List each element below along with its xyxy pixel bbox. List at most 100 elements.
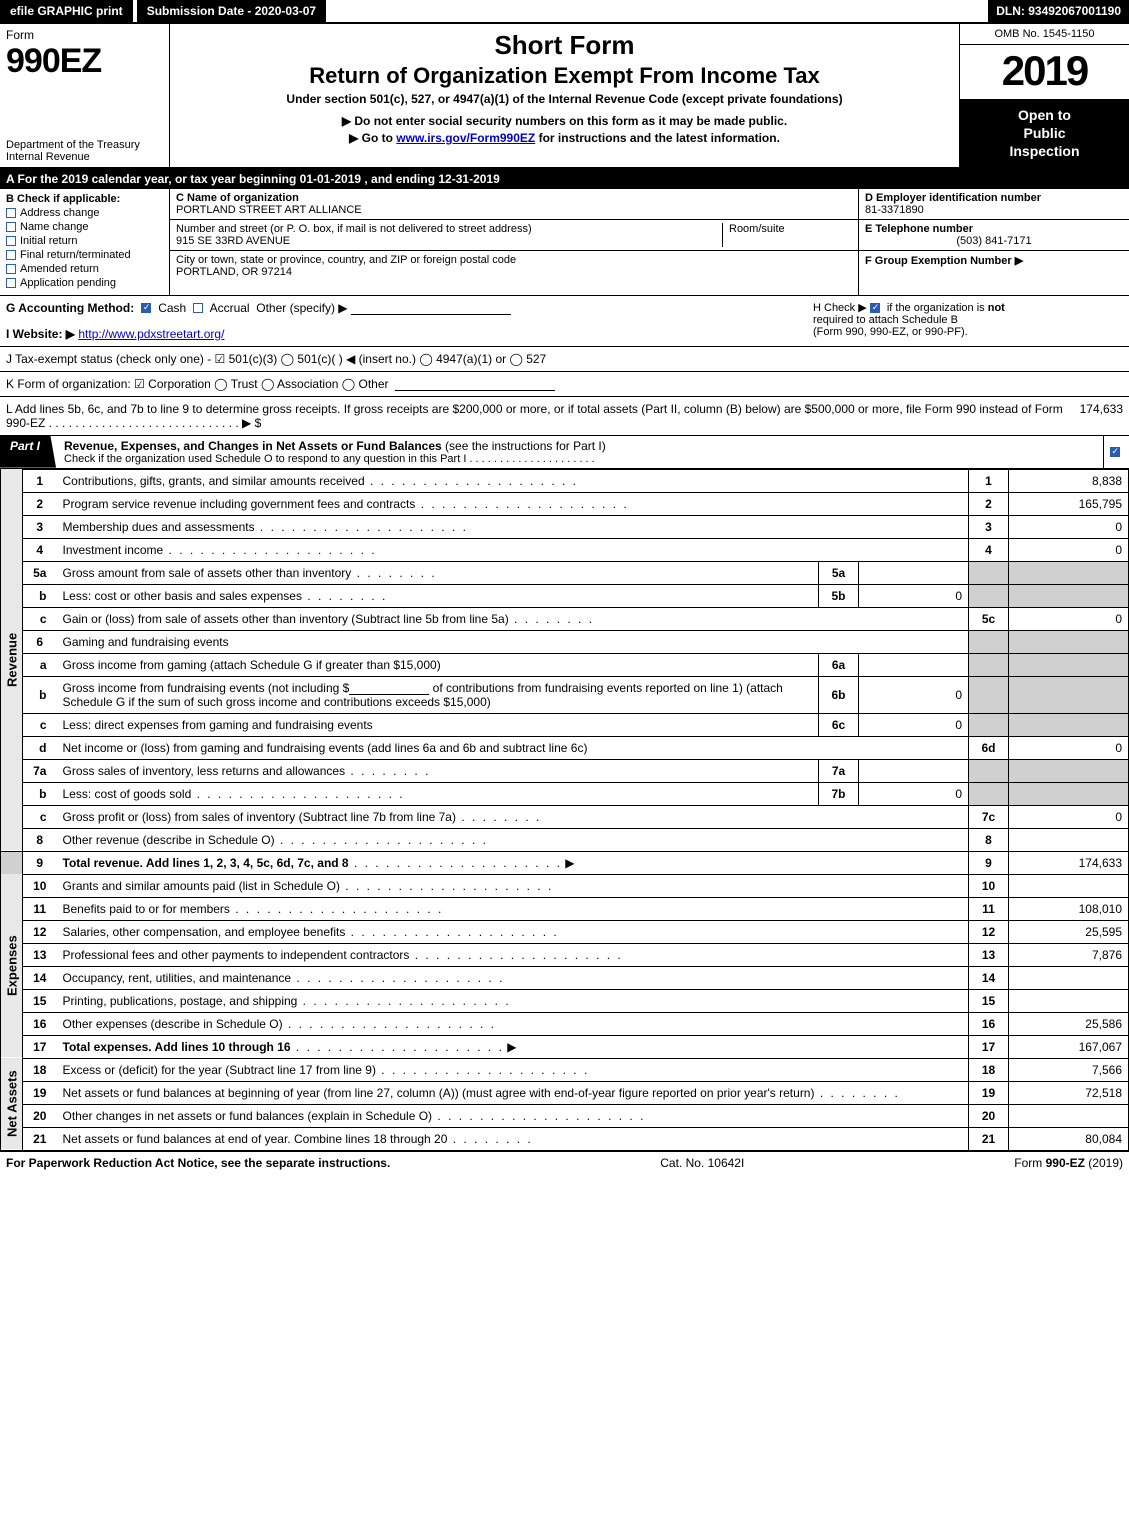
chk-cash[interactable]: [141, 303, 151, 313]
row-l-gross-receipts: L Add lines 5b, 6c, and 7b to line 9 to …: [0, 397, 1129, 436]
open-to-public: Open to Public Inspection: [960, 100, 1129, 167]
box-b: B Check if applicable: Address change Na…: [0, 189, 170, 295]
phone-value: (503) 841-7171: [865, 235, 1123, 247]
line-14: 14 Occupancy, rent, utilities, and maint…: [1, 966, 1129, 989]
dln-label: DLN: 93492067001190: [988, 0, 1129, 22]
line-6b-amount-input[interactable]: [349, 681, 429, 695]
line-8: 8 Other revenue (describe in Schedule O)…: [1, 828, 1129, 851]
line-13: 13 Professional fees and other payments …: [1, 943, 1129, 966]
room-suite-label: Room/suite: [722, 223, 852, 247]
line-9: 9 Total revenue. Add lines 1, 2, 3, 4, 5…: [1, 851, 1129, 874]
row-l-text: L Add lines 5b, 6c, and 7b to line 9 to …: [6, 402, 1074, 430]
chk-name-change[interactable]: Name change: [6, 221, 163, 233]
line-12: 12 Salaries, other compensation, and emp…: [1, 920, 1129, 943]
subtitle-3: ▶ Go to www.irs.gov/Form990EZ for instru…: [178, 131, 951, 145]
part-1-tab: Part I: [0, 436, 56, 468]
line-7c: c Gross profit or (loss) from sales of i…: [1, 805, 1129, 828]
line-6c: c Less: direct expenses from gaming and …: [1, 713, 1129, 736]
chk-schedule-b[interactable]: [870, 303, 880, 313]
other-method-input[interactable]: [351, 301, 511, 315]
row-g-label: G Accounting Method:: [6, 301, 134, 315]
line-5c: c Gain or (loss) from sale of assets oth…: [1, 607, 1129, 630]
line-5b: b Less: cost or other basis and sales ex…: [1, 584, 1129, 607]
org-addr-label: Number and street (or P. O. box, if mail…: [176, 223, 722, 235]
footer-right: Form 990-EZ (2019): [1014, 1156, 1123, 1170]
org-city-value: PORTLAND, OR 97214: [176, 266, 852, 278]
phone-label: E Telephone number: [865, 223, 1123, 235]
otp-2: Public: [964, 124, 1125, 142]
chk-accrual[interactable]: [193, 303, 203, 313]
line-6b: b Gross income from fundraising events (…: [1, 676, 1129, 713]
form-number: 990EZ: [6, 42, 163, 81]
omb-number: OMB No. 1545-1150: [960, 24, 1129, 45]
subtitle-1: Under section 501(c), 527, or 4947(a)(1)…: [178, 92, 951, 106]
department-label: Department of the Treasury Internal Reve…: [6, 139, 163, 163]
box-c: C Name of organization PORTLAND STREET A…: [170, 189, 859, 295]
line-11: 11 Benefits paid to or for members 11 10…: [1, 897, 1129, 920]
footer-mid: Cat. No. 10642I: [660, 1156, 744, 1170]
part-1-header: Part I Revenue, Expenses, and Changes in…: [0, 436, 1129, 469]
tax-year: 2019: [960, 45, 1129, 100]
accounting-method: G Accounting Method: Cash Accrual Other …: [6, 301, 511, 315]
part-1-schedule-o-check[interactable]: [1103, 436, 1129, 468]
row-h: H Check ▶ if the organization is not req…: [813, 301, 1123, 338]
line-7b: b Less: cost of goods sold 7b 0: [1, 782, 1129, 805]
title-short-form: Short Form: [178, 30, 951, 61]
line-15: 15 Printing, publications, postage, and …: [1, 989, 1129, 1012]
line-6d: d Net income or (loss) from gaming and f…: [1, 736, 1129, 759]
line-20: 20 Other changes in net assets or fund b…: [1, 1104, 1129, 1127]
line-17: 17 Total expenses. Add lines 10 through …: [1, 1035, 1129, 1058]
topbar-spacer: [326, 0, 988, 22]
chk-final-return[interactable]: Final return/terminated: [6, 249, 163, 261]
line-6: 6 Gaming and fundraising events: [1, 630, 1129, 653]
irs-link[interactable]: www.irs.gov/Form990EZ: [396, 131, 535, 145]
chk-application-pending[interactable]: Application pending: [6, 277, 163, 289]
part-1-sub: Check if the organization used Schedule …: [64, 453, 1095, 465]
line-21: 21 Net assets or fund balances at end of…: [1, 1127, 1129, 1150]
chk-amended-return[interactable]: Amended return: [6, 263, 163, 275]
sub3-post: for instructions and the latest informat…: [539, 131, 780, 145]
org-name-value: PORTLAND STREET ART ALLIANCE: [176, 204, 852, 216]
footer-left: For Paperwork Reduction Act Notice, see …: [6, 1156, 390, 1170]
chk-address-change[interactable]: Address change: [6, 207, 163, 219]
row-k-text: K Form of organization: ☑ Corporation ◯ …: [6, 377, 389, 391]
top-bar: efile GRAPHIC print Submission Date - 20…: [0, 0, 1129, 24]
expenses-side-label: Expenses: [1, 874, 23, 1058]
header-right: OMB No. 1545-1150 2019 Open to Public In…: [959, 24, 1129, 167]
form-header: Form 990EZ Department of the Treasury In…: [0, 24, 1129, 169]
other-org-input[interactable]: [395, 377, 555, 391]
row-j-text: J Tax-exempt status (check only one) - ☑…: [6, 352, 546, 366]
box-def: D Employer identification number 81-3371…: [859, 189, 1129, 295]
row-k-form-of-org: K Form of organization: ☑ Corporation ◯ …: [0, 372, 1129, 397]
form-word: Form: [6, 28, 163, 42]
website-label: I Website: ▶: [6, 327, 75, 341]
line-10: Expenses 10 Grants and similar amounts p…: [1, 874, 1129, 897]
otp-3: Inspection: [964, 142, 1125, 160]
line-7a: 7a Gross sales of inventory, less return…: [1, 759, 1129, 782]
ein-value: 81-3371890: [865, 204, 1123, 216]
line-2: 2 Program service revenue including gove…: [1, 492, 1129, 515]
chk-initial-return[interactable]: Initial return: [6, 235, 163, 247]
row-g-h: G Accounting Method: Cash Accrual Other …: [0, 296, 1129, 347]
line-19: 19 Net assets or fund balances at beginn…: [1, 1081, 1129, 1104]
efile-print-button[interactable]: efile GRAPHIC print: [0, 0, 133, 22]
org-info-grid: B Check if applicable: Address change Na…: [0, 189, 1129, 296]
row-j-tax-exempt: J Tax-exempt status (check only one) - ☑…: [0, 347, 1129, 372]
page-footer: For Paperwork Reduction Act Notice, see …: [0, 1151, 1129, 1174]
line-3: 3 Membership dues and assessments 3 0: [1, 515, 1129, 538]
ein-label: D Employer identification number: [865, 192, 1123, 204]
subtitle-2: ▶ Do not enter social security numbers o…: [178, 114, 951, 128]
netassets-side-label: Net Assets: [1, 1058, 23, 1150]
dept-line-1: Department of the Treasury: [6, 139, 163, 151]
sub3-pre: ▶ Go to: [349, 131, 396, 145]
org-addr-value: 915 SE 33RD AVENUE: [176, 235, 722, 247]
line-4: 4 Investment income 4 0: [1, 538, 1129, 561]
row-i-website: I Website: ▶ http://www.pdxstreetart.org…: [6, 327, 511, 341]
website-link[interactable]: http://www.pdxstreetart.org/: [78, 327, 224, 341]
org-name-label: C Name of organization: [176, 192, 852, 204]
box-b-label: B Check if applicable:: [6, 193, 163, 205]
row-l-value: 174,633: [1080, 402, 1123, 416]
line-6a: a Gross income from gaming (attach Sched…: [1, 653, 1129, 676]
part-1-title: Revenue, Expenses, and Changes in Net As…: [56, 436, 1103, 468]
dept-line-2: Internal Revenue: [6, 151, 163, 163]
